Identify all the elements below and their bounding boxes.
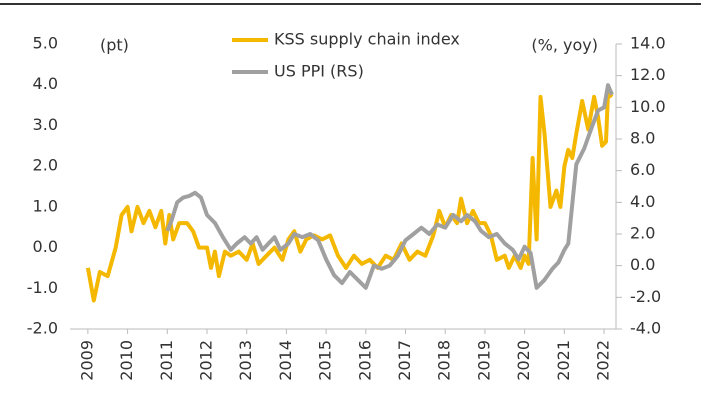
x-tick-label: 2022 [594, 340, 613, 381]
y2-tick-label: -4.0 [630, 319, 661, 338]
y-tick-label: 0.0 [33, 237, 58, 256]
x-tick-label: 2017 [395, 340, 414, 381]
y-tick-label: -2.0 [27, 319, 58, 338]
x-tick-label: 2021 [554, 340, 573, 381]
y2-tick-label: 0.0 [630, 255, 655, 274]
y2-tick-label: 8.0 [630, 129, 655, 148]
y2-tick-label: 2.0 [630, 224, 655, 243]
y-tick-label: 5.0 [33, 34, 58, 53]
y2-tick-label: 12.0 [630, 65, 666, 84]
legend-label: KSS supply chain index [274, 30, 460, 49]
x-tick-label: 2013 [236, 340, 255, 381]
series-line [85, 90, 614, 303]
legend-label: US PPI (RS) [274, 62, 364, 81]
x-tick-label: 2019 [474, 340, 493, 381]
y-tick-label: 2.0 [33, 156, 58, 175]
x-tick-label: 2018 [435, 340, 454, 381]
y-axis-label: (pt) [100, 36, 129, 55]
x-tick-label: 2012 [196, 340, 215, 381]
x-tick-label: 2015 [316, 340, 335, 381]
y2-axis-label: (%, yoy) [531, 36, 598, 55]
x-tick-label: 2020 [514, 340, 533, 381]
y-tick-label: 1.0 [33, 196, 58, 215]
y-tick-label: -1.0 [27, 278, 58, 297]
x-tick-label: 2016 [355, 340, 374, 381]
x-tick-label: 2009 [77, 340, 96, 381]
y2-tick-label: 14.0 [630, 34, 666, 53]
y-tick-label: 4.0 [33, 74, 58, 93]
x-tick-label: 2014 [276, 340, 295, 381]
x-tick-label: 2011 [157, 340, 176, 381]
series-line [165, 83, 614, 290]
y-tick-label: 3.0 [33, 115, 58, 134]
y2-tick-label: 10.0 [630, 97, 666, 116]
y2-tick-label: -2.0 [630, 287, 661, 306]
x-tick-label: 2010 [117, 340, 136, 381]
y2-tick-label: 6.0 [630, 160, 655, 179]
y2-tick-label: 4.0 [630, 192, 655, 211]
